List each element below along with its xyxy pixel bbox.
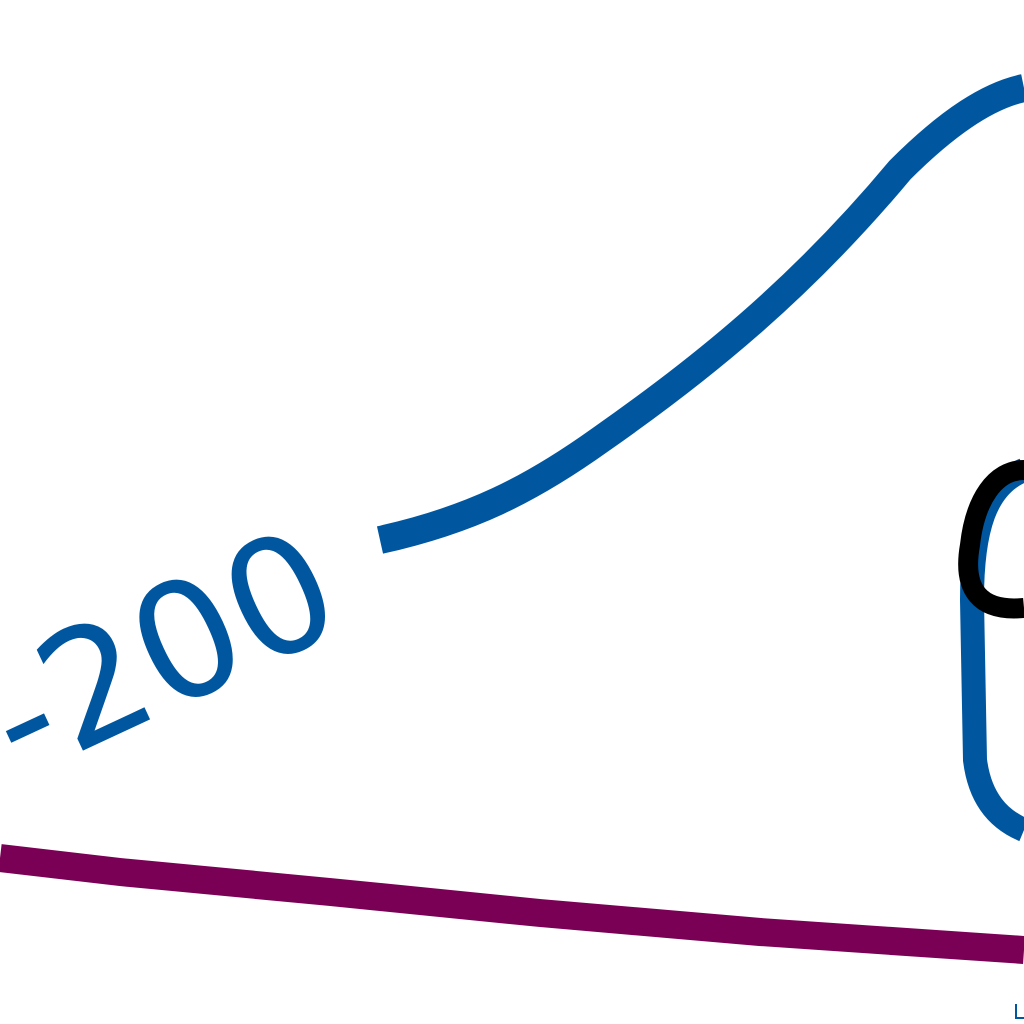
series-purple-line [0, 844, 1024, 964]
contour-label: -200 [0, 491, 365, 814]
series-black-loop [958, 460, 1024, 619]
axis-tick-fragment [1015, 1004, 1024, 1019]
series-blue-line [376, 74, 1024, 554]
